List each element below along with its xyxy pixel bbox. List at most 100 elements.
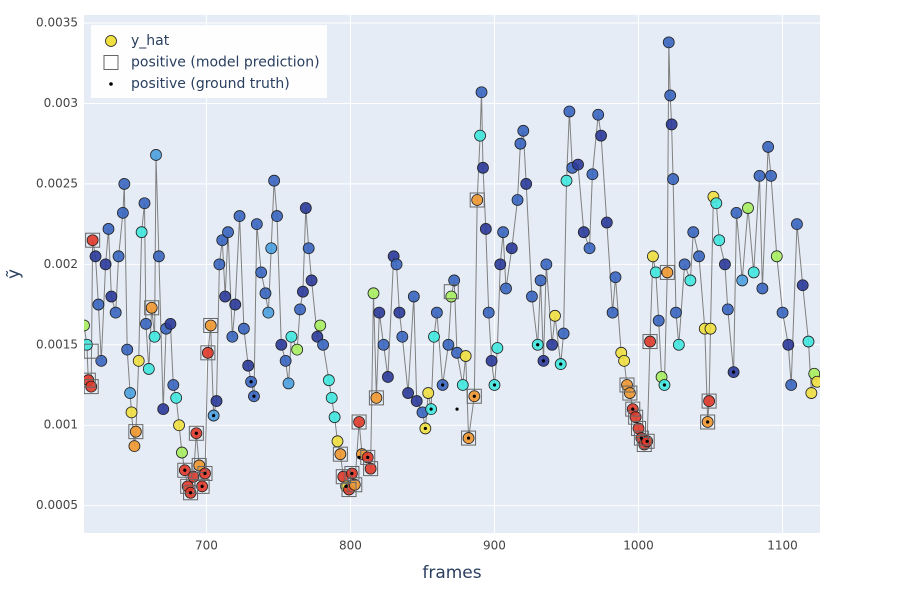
point [713, 234, 726, 247]
prediction-marker [335, 469, 351, 485]
point [265, 242, 278, 255]
point [142, 363, 155, 375]
point [623, 387, 636, 399]
truth-marker [183, 468, 187, 472]
point [86, 234, 99, 247]
truth-marker [731, 370, 736, 374]
prediction-marker [628, 409, 644, 425]
x-tick-label: 700 [195, 539, 218, 553]
point [770, 250, 783, 263]
point [382, 371, 394, 383]
point [776, 306, 789, 319]
point [719, 258, 731, 271]
point [222, 226, 234, 239]
point [494, 258, 507, 271]
point [216, 234, 229, 247]
point [475, 86, 488, 99]
point [805, 387, 818, 399]
prediction-marker [85, 232, 101, 248]
point [204, 319, 217, 332]
point [317, 338, 329, 351]
point [92, 298, 105, 311]
truth-marker [423, 426, 427, 431]
prediction-marker [183, 485, 199, 501]
point [652, 314, 665, 327]
point [99, 258, 112, 271]
point [491, 342, 504, 354]
point [124, 387, 136, 399]
point [442, 338, 455, 351]
point [84, 338, 93, 351]
point [721, 303, 734, 316]
point [665, 118, 678, 131]
prediction-marker [84, 372, 96, 388]
point [678, 258, 691, 271]
x-tick-label: 800 [339, 539, 362, 553]
truth-marker [662, 383, 667, 387]
point [268, 174, 281, 187]
point [514, 137, 527, 150]
point [811, 375, 820, 388]
point [138, 197, 151, 210]
point [402, 387, 414, 399]
point [606, 306, 619, 319]
point [364, 462, 377, 475]
y-axis-title: ỹ [4, 269, 24, 279]
point [649, 266, 662, 279]
point [448, 274, 461, 287]
point [170, 391, 183, 404]
truth-marker [631, 407, 635, 411]
point [85, 380, 98, 393]
legend-marker [109, 82, 113, 86]
prediction-marker [639, 433, 655, 449]
point [242, 359, 255, 372]
point [647, 250, 659, 263]
legend-label: positive (ground truth) [131, 76, 290, 92]
point [742, 202, 754, 214]
point [262, 306, 275, 319]
point [370, 391, 383, 404]
point [157, 403, 170, 416]
point [662, 36, 675, 49]
prediction-marker [625, 401, 641, 417]
prediction-marker [84, 379, 99, 395]
point [549, 309, 561, 322]
point [672, 338, 685, 351]
point [572, 158, 584, 171]
prediction-marker [700, 414, 716, 430]
point [250, 218, 263, 231]
prediction-marker [368, 390, 384, 406]
point [109, 306, 122, 319]
prediction-marker [200, 345, 216, 361]
point [255, 266, 268, 279]
point [125, 406, 138, 419]
point [89, 250, 102, 263]
prediction-marker [461, 430, 477, 446]
truth-marker [249, 380, 253, 384]
point [629, 411, 642, 424]
prediction-marker [636, 437, 652, 453]
point [471, 194, 484, 206]
prediction-marker [347, 477, 363, 493]
truth-marker [559, 362, 563, 366]
prediction-marker [188, 425, 204, 441]
truth-marker [639, 436, 644, 440]
legend-label: y_hat [131, 33, 170, 49]
prediction-marker [631, 420, 647, 436]
point [237, 322, 250, 335]
point [609, 271, 622, 284]
truth-marker [472, 394, 476, 398]
prediction-marker [443, 284, 459, 300]
point [322, 374, 335, 387]
point [233, 210, 246, 222]
prediction-marker [128, 424, 144, 440]
point [517, 124, 530, 137]
point [477, 161, 489, 174]
point [670, 306, 682, 319]
prediction-marker [469, 192, 485, 208]
point [176, 446, 188, 459]
prediction-marker [659, 264, 675, 280]
truth-marker [350, 471, 354, 476]
point [592, 108, 605, 121]
